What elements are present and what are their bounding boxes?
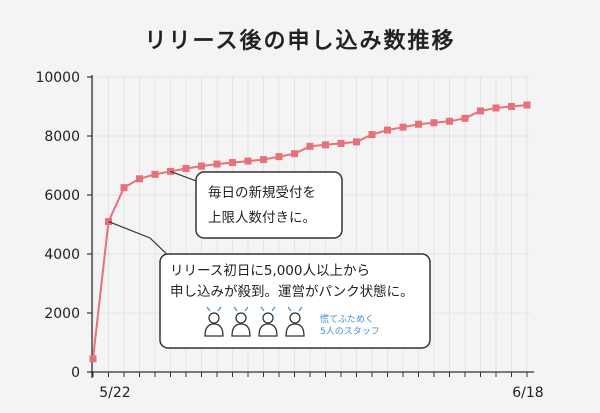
data-point [415,120,422,128]
data-point [151,170,159,178]
annotations: 毎日の新規受付を上限人数付きに。リリース初日に5,000人以上から申し込みが殺到… [108,170,431,349]
data-point [508,103,515,110]
data-point [461,114,469,122]
series-line [89,101,531,363]
annotation-box-2 [159,253,431,349]
y-tick-label: 0 [71,365,80,381]
data-point [492,104,500,112]
data-point [182,164,190,172]
annotation-2-line: リリース初日に5,000人以上から [170,262,370,279]
data-point [213,160,221,168]
data-point [136,175,143,183]
annotation-1-line: 毎日の新規受付を [208,185,316,201]
data-point [368,131,376,139]
staff-figures [204,306,305,337]
x-tick-label-end: 6/18 [512,385,543,401]
y-axis-ticks: 0 2000 4000 6000 8000 10000 [35,70,92,381]
annotation-2-line: 申し込みが殺到。運営がパンク状態に。 [170,284,414,300]
axes [90,75,534,378]
staff-figure-icon [204,306,224,337]
data-point [430,119,438,127]
figure-caption: 5人のスタッフ [320,326,380,337]
data-point [322,141,329,149]
annotation-box-1 [195,171,343,239]
data-point [477,107,484,115]
data-point [275,153,283,161]
data-point [384,126,391,134]
data-point [446,117,453,125]
chart-title: リリース後の申し込み数推移 [145,28,456,54]
data-point [399,123,407,131]
data-point [89,355,97,363]
y-tick-label: 6000 [44,188,80,204]
data-point [291,150,298,158]
x-tick-label-start: 5/22 [99,385,130,401]
data-point [337,139,345,147]
staff-figure-icon [285,306,305,337]
staff-figure-icon [231,306,251,337]
staff-figure-icon [258,306,278,337]
y-tick-label: 10000 [35,70,80,86]
data-point [306,142,314,150]
data-point [244,157,252,165]
data-point [353,138,360,146]
data-point [198,162,205,170]
y-tick-label: 2000 [44,306,80,322]
data-point [260,156,267,164]
data-point [229,159,236,167]
annotation-1-line: 上限人数付きに。 [208,210,316,226]
y-tick-label: 8000 [44,129,80,145]
figure-caption: 慌てふためく [320,313,374,325]
data-point [523,101,531,109]
data-point [120,184,128,192]
y-tick-label: 4000 [44,247,80,263]
x-axis-ticks: 5/22 6/18 [92,372,544,401]
